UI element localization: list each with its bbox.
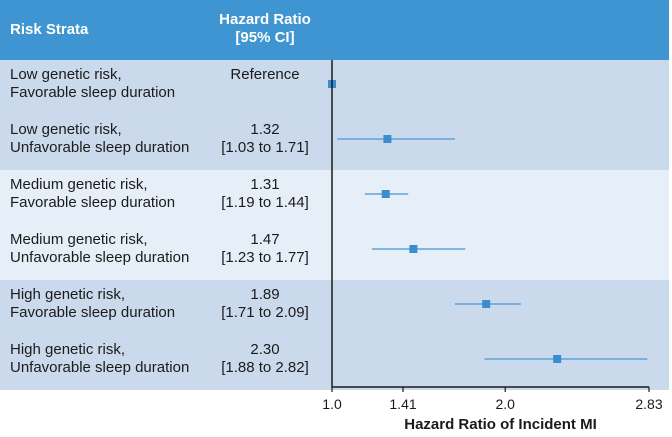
row-label-line1: Low genetic risk, <box>10 121 122 138</box>
hr-marker-4 <box>482 300 491 308</box>
row-hr-value: 1.89 <box>250 286 280 303</box>
row-hr-0: Reference <box>190 66 340 84</box>
x-axis <box>331 60 649 388</box>
row-label-line1: High genetic risk, <box>10 286 126 303</box>
row-label-line1: Medium genetic risk, <box>10 231 148 248</box>
header-hazard-ratio-line2: [95% CI] <box>235 29 295 46</box>
row-hr-value: 1.47 <box>250 231 280 248</box>
row-ci-value: [1.71 to 2.09] <box>221 304 309 321</box>
row-label-line1: High genetic risk, <box>10 341 126 358</box>
row-label-line2: Unfavorable sleep duration <box>10 249 190 266</box>
row-label-3: Medium genetic risk, Unfavorable sleep d… <box>10 231 189 267</box>
hr-marker-2 <box>381 190 390 198</box>
x-tick-label-3: 2.83 <box>635 396 662 412</box>
band-medium-genetic-risk <box>0 170 669 280</box>
x-tick-label-2: 2.0 <box>495 396 515 412</box>
row-hr-5: 2.30 [1.88 to 2.82] <box>190 341 340 377</box>
ci-lines <box>337 138 648 360</box>
row-ci-value: [1.88 to 2.82] <box>221 359 309 376</box>
row-label-line2: Unfavorable sleep duration <box>10 359 190 376</box>
hr-marker-1 <box>383 135 392 143</box>
band-low-genetic-risk <box>0 60 669 170</box>
x-axis-title: Hazard Ratio of Incident MI <box>404 416 597 433</box>
row-label-line2: Favorable sleep duration <box>10 304 176 321</box>
row-label-line2: Favorable sleep duration <box>10 84 176 101</box>
row-label-line2: Unfavorable sleep duration <box>10 139 190 156</box>
x-tick-label-0: 1.0 <box>322 396 342 412</box>
row-ci-value: [1.03 to 1.71] <box>221 139 309 156</box>
row-label-line2: Favorable sleep duration <box>10 194 176 211</box>
row-hr-4: 1.89 [1.71 to 2.09] <box>190 286 340 322</box>
x-ticks: 1.0 1.41 2.0 2.83 <box>322 387 663 412</box>
header-hazard-ratio: Hazard Ratio [95% CI] <box>190 11 340 47</box>
row-label-5: High genetic risk, Unfavorable sleep dur… <box>10 341 189 377</box>
table-header: Risk Strata Hazard Ratio [95% CI] <box>0 0 669 60</box>
header-risk-strata: Risk Strata <box>10 21 89 38</box>
row-hr-value: 1.31 <box>250 176 280 193</box>
row-hr-value: Reference <box>230 66 300 83</box>
row-hr-value: 2.30 <box>250 341 280 358</box>
row-label-line1: Low genetic risk, <box>10 66 122 83</box>
row-hr-value: 1.32 <box>250 121 280 138</box>
row-label-1: Low genetic risk, Unfavorable sleep dura… <box>10 121 189 157</box>
row-ci-value: [1.23 to 1.77] <box>221 249 309 266</box>
row-hr-2: 1.31 [1.19 to 1.44] <box>190 176 340 212</box>
band-high-genetic-risk <box>0 280 669 390</box>
row-hr-1: 1.32 [1.03 to 1.71] <box>190 121 340 157</box>
row-label-2: Medium genetic risk, Favorable sleep dur… <box>10 176 175 212</box>
row-hr-3: 1.47 [1.23 to 1.77] <box>190 231 340 267</box>
row-label-4: High genetic risk, Favorable sleep durat… <box>10 286 175 322</box>
row-ci-value: [1.19 to 1.44] <box>221 194 309 211</box>
hr-marker-5 <box>553 355 562 363</box>
point-markers <box>328 80 562 363</box>
x-tick-label-1: 1.41 <box>389 396 416 412</box>
row-label-line1: Medium genetic risk, <box>10 176 148 193</box>
row-label-0: Low genetic risk, Favorable sleep durati… <box>10 66 175 102</box>
hr-marker-3 <box>409 245 418 253</box>
header-hazard-ratio-line1: Hazard Ratio <box>219 11 311 28</box>
